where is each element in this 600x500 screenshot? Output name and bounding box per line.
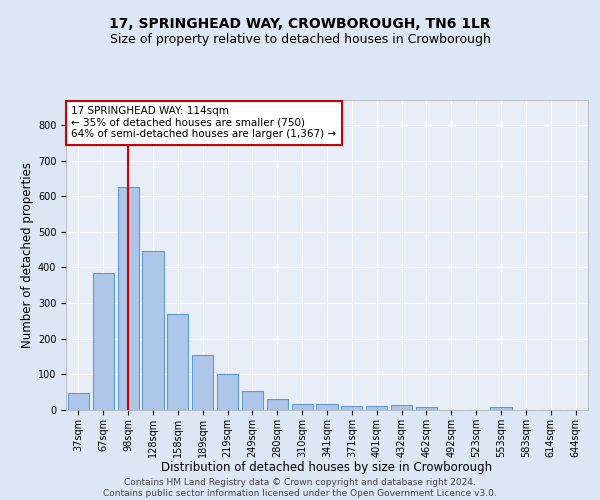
Text: Contains HM Land Registry data © Crown copyright and database right 2024.
Contai: Contains HM Land Registry data © Crown c… bbox=[103, 478, 497, 498]
Bar bbox=[118, 188, 139, 410]
Bar bbox=[316, 404, 338, 410]
Bar bbox=[217, 374, 238, 410]
Bar bbox=[68, 394, 89, 410]
Bar bbox=[93, 273, 114, 410]
Bar bbox=[416, 407, 437, 410]
Bar bbox=[366, 406, 387, 410]
Text: 17 SPRINGHEAD WAY: 114sqm
← 35% of detached houses are smaller (750)
64% of semi: 17 SPRINGHEAD WAY: 114sqm ← 35% of detac… bbox=[71, 106, 337, 140]
Bar bbox=[341, 406, 362, 410]
Text: Size of property relative to detached houses in Crowborough: Size of property relative to detached ho… bbox=[110, 32, 490, 46]
Y-axis label: Number of detached properties: Number of detached properties bbox=[20, 162, 34, 348]
X-axis label: Distribution of detached houses by size in Crowborough: Distribution of detached houses by size … bbox=[161, 461, 493, 474]
Bar bbox=[391, 404, 412, 410]
Bar bbox=[167, 314, 188, 410]
Bar bbox=[267, 400, 288, 410]
Bar bbox=[490, 407, 512, 410]
Bar bbox=[292, 404, 313, 410]
Bar bbox=[192, 355, 213, 410]
Text: 17, SPRINGHEAD WAY, CROWBOROUGH, TN6 1LR: 17, SPRINGHEAD WAY, CROWBOROUGH, TN6 1LR bbox=[109, 18, 491, 32]
Bar bbox=[242, 391, 263, 410]
Bar bbox=[142, 250, 164, 410]
